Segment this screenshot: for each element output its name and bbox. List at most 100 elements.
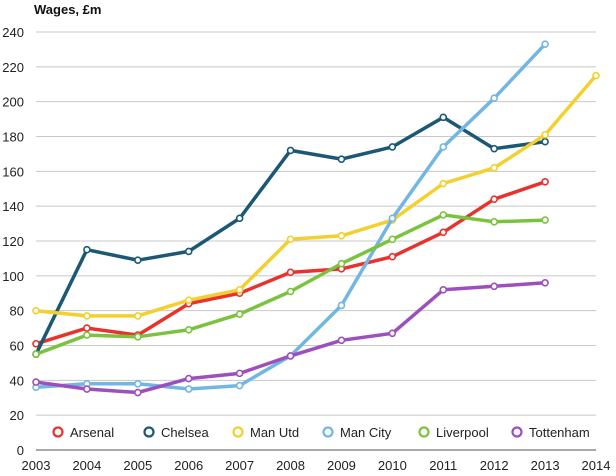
- data-point-arsenal-2013: [541, 177, 549, 186]
- legend-item-tottenham: Tottenham: [511, 425, 590, 440]
- data-point-man-utd-2009: [337, 231, 346, 240]
- data-point-man-city-2011: [439, 143, 448, 151]
- x-tick-label: 2003: [22, 458, 51, 473]
- data-point-man-utd-2014: [592, 71, 600, 80]
- y-tick-label: 100: [2, 269, 24, 284]
- legend-marker-arsenal: [52, 426, 64, 438]
- legend-label-liverpool: Liverpool: [436, 425, 489, 440]
- data-point-chelsea-2008: [286, 146, 295, 155]
- data-point-liverpool-2012: [490, 218, 498, 226]
- data-point-tottenham-2005: [134, 388, 142, 397]
- y-tick-label: 240: [2, 25, 24, 40]
- legend-item-chelsea: Chelsea: [143, 425, 209, 440]
- data-point-liverpool-2007: [235, 310, 244, 318]
- data-point-tottenham-2010: [388, 329, 397, 338]
- legend-item-arsenal: Arsenal: [52, 425, 114, 440]
- legend-label-man-city: Man City: [340, 425, 392, 440]
- data-point-tottenham-2011: [439, 285, 448, 294]
- y-tick-label: 200: [2, 95, 24, 110]
- data-point-chelsea-2006: [184, 247, 193, 256]
- data-point-man-utd-2008: [286, 235, 295, 244]
- axes: 0 20 40 60 80 100 120 140 160 180 200 220 240 2003 200…: [2, 25, 610, 473]
- y-tick-label: 220: [2, 60, 24, 75]
- data-point-tottenham-2007: [235, 369, 244, 378]
- x-tick-label: 2009: [327, 458, 356, 473]
- data-point-man-city-2007: [235, 381, 244, 390]
- x-tick-label: 2013: [531, 458, 560, 473]
- series-lines: [32, 40, 600, 397]
- data-point-chelsea-2005: [134, 256, 142, 264]
- data-point-man-utd-2012: [490, 164, 498, 172]
- legend-marker-chelsea: [143, 426, 155, 438]
- data-point-tottenham-2012: [490, 282, 498, 291]
- data-point-chelsea-2012: [490, 144, 498, 153]
- legend-item-man-city: Man City: [322, 425, 392, 440]
- x-tick-label: 2004: [72, 458, 101, 473]
- y-tick-label: 60: [10, 339, 24, 354]
- data-point-arsenal-2012: [490, 195, 498, 203]
- data-point-man-city-2013: [541, 40, 549, 48]
- y-tick-label: 80: [10, 304, 24, 319]
- data-point-arsenal-2011: [439, 228, 448, 237]
- data-point-chelsea-2007: [235, 214, 244, 223]
- data-point-man-utd-2006: [184, 296, 193, 305]
- data-point-tottenham-2008: [286, 352, 295, 360]
- data-point-arsenal-2010: [388, 252, 397, 261]
- y-tick-label: 20: [10, 408, 24, 423]
- data-point-man-utd-2005: [134, 312, 142, 320]
- data-point-tottenham-2013: [541, 278, 549, 287]
- data-point-man-city-2005: [134, 380, 142, 388]
- data-point-man-city-2009: [337, 301, 346, 310]
- data-point-man-city-2012: [490, 94, 498, 102]
- y-tick-label: 40: [10, 373, 24, 388]
- y-tick-label: 180: [2, 130, 24, 145]
- data-point-liverpool-2005: [134, 332, 142, 341]
- data-point-man-city-2006: [184, 385, 193, 393]
- data-point-man-utd-2004: [83, 312, 91, 320]
- legend-label-arsenal: Arsenal: [70, 425, 114, 440]
- x-tick-label: 2007: [225, 458, 254, 473]
- gridlines: [36, 31, 596, 416]
- data-point-man-utd-2003: [32, 306, 40, 315]
- legend: Arsenal Chelsea Man Utd Man City Liverpool To…: [52, 425, 590, 440]
- legend-marker-man-city: [322, 426, 334, 438]
- chart-title: Wages, £m: [34, 2, 101, 17]
- y-tick-label: 0: [17, 443, 24, 458]
- x-tick-label: 2012: [480, 458, 509, 473]
- data-point-chelsea-2010: [388, 143, 397, 151]
- data-point-man-city-2010: [388, 214, 397, 223]
- x-tick-label: 2014: [582, 458, 611, 473]
- data-point-liverpool-2003: [32, 350, 40, 359]
- data-point-liverpool-2010: [388, 235, 397, 244]
- data-point-arsenal-2008: [286, 268, 295, 277]
- x-tick-label: 2006: [174, 458, 203, 473]
- data-point-chelsea-2009: [337, 155, 346, 163]
- legend-marker-liverpool: [418, 426, 430, 438]
- legend-item-liverpool: Liverpool: [418, 425, 489, 440]
- legend-marker-tottenham: [511, 426, 523, 438]
- legend-label-tottenham: Tottenham: [529, 425, 590, 440]
- data-point-liverpool-2004: [83, 331, 91, 339]
- data-point-chelsea-2011: [439, 113, 448, 122]
- data-point-chelsea-2004: [83, 245, 91, 254]
- x-tick-label: 2010: [378, 458, 407, 473]
- data-point-liverpool-2008: [286, 287, 295, 296]
- y-tick-label: 140: [2, 199, 24, 214]
- data-point-man-utd-2011: [439, 179, 448, 188]
- y-tick-label: 160: [2, 164, 24, 179]
- data-point-tottenham-2003: [32, 378, 40, 386]
- data-point-chelsea-2013: [541, 137, 549, 146]
- legend-marker-man-utd: [232, 426, 244, 438]
- data-point-liverpool-2011: [439, 211, 448, 219]
- y-tick-label: 120: [2, 234, 24, 249]
- data-point-tottenham-2009: [337, 336, 346, 345]
- data-point-arsenal-2003: [32, 339, 40, 348]
- data-point-tottenham-2004: [83, 385, 91, 393]
- data-point-man-utd-2007: [235, 285, 244, 294]
- series-line-man-utd: [34, 73, 598, 318]
- data-point-liverpool-2006: [184, 326, 193, 334]
- x-tick-label: 2008: [276, 458, 305, 473]
- data-point-liverpool-2013: [541, 216, 549, 224]
- data-point-tottenham-2006: [184, 374, 193, 383]
